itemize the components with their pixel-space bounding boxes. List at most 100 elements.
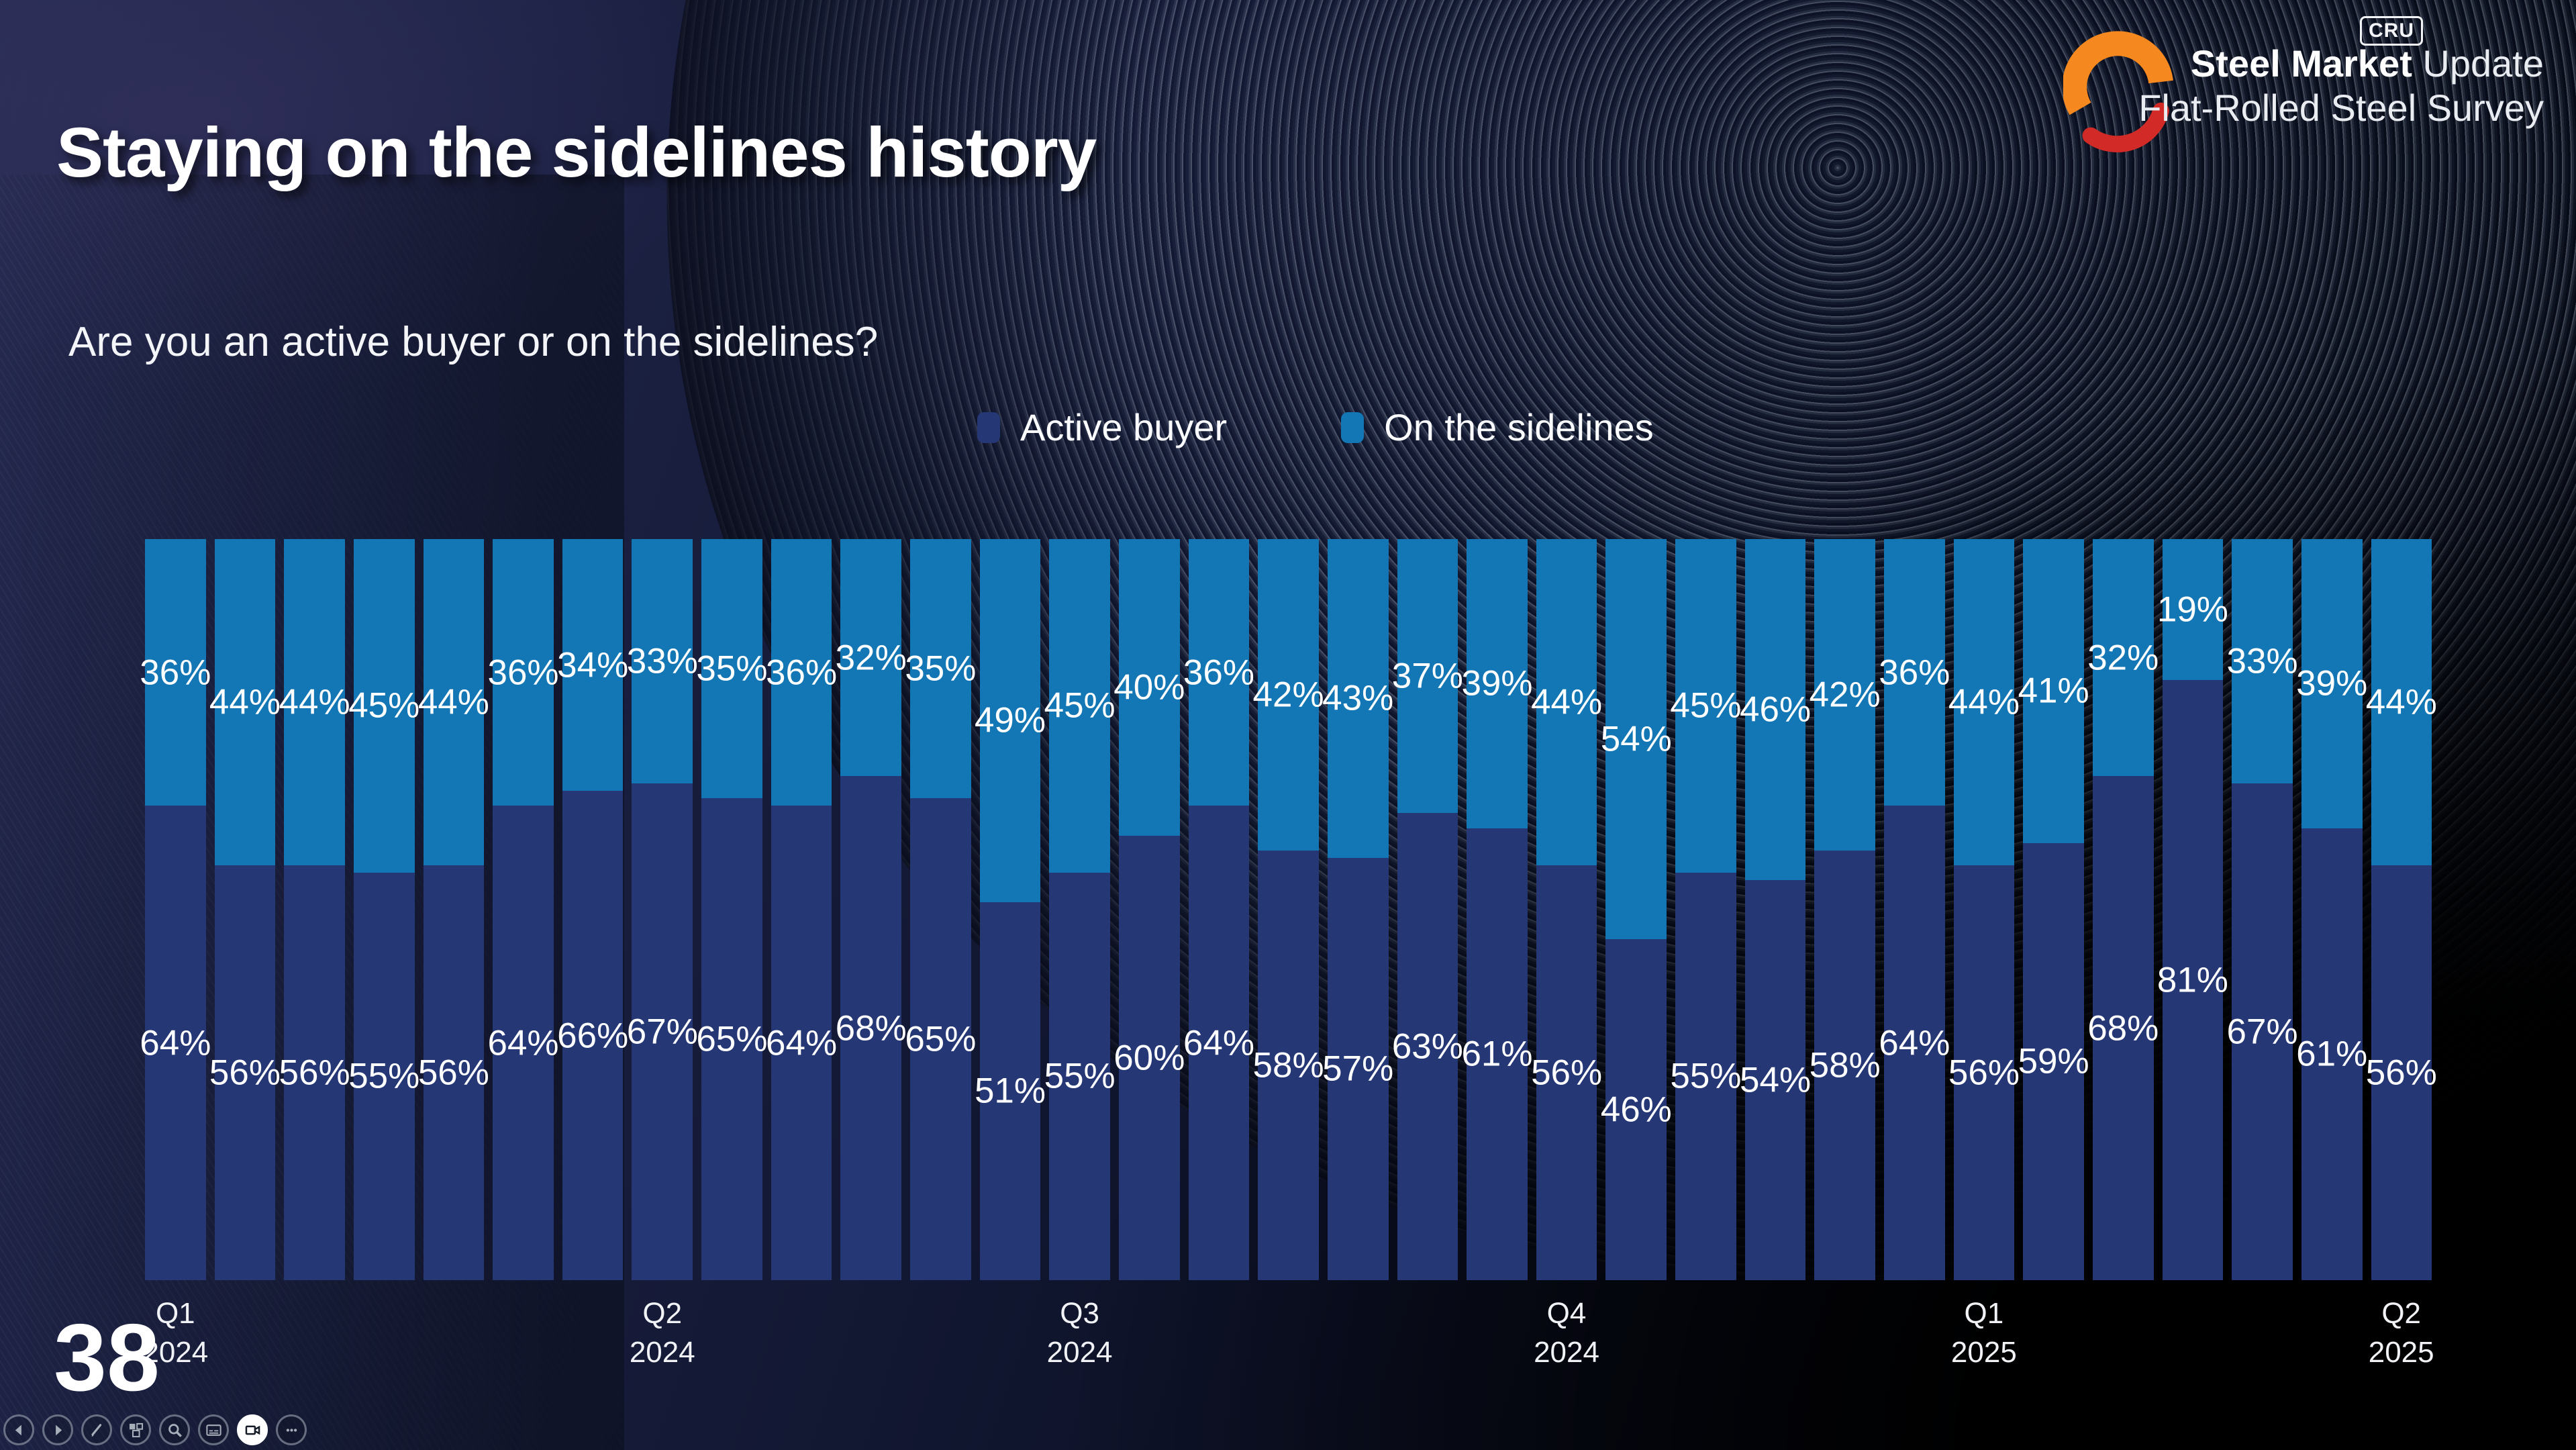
bar: 32% 68% (836, 539, 907, 1280)
segment-value-label: 64% (140, 1023, 211, 1063)
brand-line1: Steel Market Update (2138, 42, 2544, 86)
active-buyer-segment: 58% (1810, 850, 1881, 1280)
active-buyer-segment: 56% (279, 865, 350, 1280)
active-buyer-segment: 66% (557, 791, 628, 1280)
active-buyer-segment: 56% (1948, 865, 2020, 1280)
camera-button[interactable] (237, 1414, 268, 1445)
legend-item: Active buyer (977, 405, 1227, 449)
active-buyer-segment: 65% (696, 798, 767, 1280)
sidelines-segment: 39% (2296, 539, 2367, 828)
segment-value-label: 66% (557, 1016, 629, 1056)
sidelines-segment: 42% (1810, 539, 1881, 851)
bar: 36% 64% (766, 539, 837, 1280)
active-buyer-segment: 55% (348, 872, 419, 1280)
bar: 44% 56% (1531, 539, 1602, 1280)
sidelines-segment: 36% (487, 539, 559, 806)
brand-name-light: Update (2412, 42, 2544, 85)
sidelines-segment: 44% (2366, 539, 2437, 865)
pen-tools-button[interactable] (81, 1414, 112, 1445)
magnifier-icon (166, 1421, 184, 1439)
segment-value-label: 56% (279, 1053, 350, 1093)
captions-icon (205, 1421, 223, 1439)
camera-icon (244, 1421, 262, 1439)
brand-line2: Flat-Rolled Steel Survey (2138, 87, 2544, 130)
segment-value-label: 68% (835, 1008, 907, 1049)
x-axis-quarter-label: Q3 2024 (1047, 1294, 1113, 1372)
more-options-button[interactable] (276, 1414, 307, 1445)
active-buyer-segment: 68% (836, 776, 907, 1280)
segment-value-label: 34% (557, 645, 629, 685)
active-buyer-segment: 51% (975, 902, 1046, 1280)
segment-value-label: 54% (1600, 719, 1672, 759)
active-buyer-segment: 67% (627, 783, 698, 1280)
segment-value-label: 57% (1322, 1049, 1394, 1089)
bar: 46% 54% (1740, 539, 1811, 1280)
active-buyer-segment: 60% (1113, 835, 1185, 1280)
x-axis-quarter-label: Q2 2025 (2369, 1294, 2434, 1372)
brand-name-bold: Steel Market (2190, 42, 2412, 85)
bar: 42% 58% (1810, 539, 1881, 1280)
segment-value-label: 58% (1252, 1045, 1324, 1085)
sidelines-segment: 35% (696, 539, 767, 799)
segment-value-label: 56% (2365, 1053, 2437, 1093)
next-slide-button[interactable] (42, 1414, 73, 1445)
active-buyer-segment: 61% (1461, 828, 1533, 1280)
active-buyer-segment: 64% (487, 806, 559, 1280)
segment-value-label: 35% (905, 648, 977, 689)
active-buyer-segment: 56% (2366, 865, 2437, 1280)
active-buyer-segment: 63% (1392, 813, 1463, 1280)
segment-value-label: 42% (1252, 675, 1324, 715)
arrow-right-icon (49, 1421, 67, 1439)
segment-value-label: 42% (1809, 675, 1881, 715)
segment-value-label: 44% (1531, 682, 1603, 722)
segment-value-label: 64% (487, 1023, 559, 1063)
bar: 36% 64% (140, 539, 211, 1280)
active-buyer-segment: 56% (209, 865, 281, 1280)
quarter-label-line1: Q1 (1964, 1297, 2004, 1330)
see-all-slides-button[interactable] (120, 1414, 151, 1445)
active-buyer-segment: 46% (1601, 939, 1672, 1280)
sidelines-segment: 44% (418, 539, 489, 865)
active-buyer-segment: 64% (140, 806, 211, 1280)
segment-value-label: 43% (1322, 678, 1394, 718)
sidelines-segment: 33% (627, 539, 698, 784)
pen-icon (88, 1421, 106, 1439)
sidelines-segment: 35% (905, 539, 976, 799)
active-buyer-segment: 57% (1322, 857, 1393, 1280)
bar: 44% 56% (1948, 539, 2020, 1280)
bar: 39% 61% (1461, 539, 1533, 1280)
sidelines-segment: 43% (1322, 539, 1393, 858)
sidelines-segment: 36% (1183, 539, 1254, 806)
sidelines-segment: 44% (279, 539, 350, 865)
ellipsis-icon (283, 1421, 301, 1439)
active-buyer-segment: 81% (2157, 679, 2228, 1280)
sidelines-segment: 44% (1948, 539, 2020, 865)
previous-slide-button[interactable] (3, 1414, 34, 1445)
legend-label: On the sidelines (1384, 406, 1654, 448)
segment-value-label: 49% (974, 700, 1046, 740)
captions-button[interactable] (198, 1414, 229, 1445)
segment-value-label: 56% (1948, 1053, 2020, 1093)
segment-value-label: 41% (2018, 671, 2089, 711)
active-buyer-segment: 64% (1879, 806, 1950, 1280)
bar: 45% 55% (348, 539, 419, 1280)
bar: 49% 51% (975, 539, 1046, 1280)
active-buyer-segment: 55% (1044, 872, 1116, 1280)
segment-value-label: 44% (417, 682, 489, 722)
sidelines-segment: 45% (348, 539, 419, 873)
active-buyer-segment: 56% (418, 865, 489, 1280)
bar: 36% 64% (1879, 539, 1950, 1280)
stacked-bar-chart: 36% 64% 44% 56% 44% 56% 45% 55% 44% 56% 36% 64% 34% 6… (140, 539, 2437, 1280)
active-buyer-segment: 55% (1670, 872, 1741, 1280)
sidelines-segment: 45% (1670, 539, 1741, 873)
active-buyer-segment: 59% (2018, 842, 2089, 1280)
bar: 54% 46% (1601, 539, 1672, 1280)
slide-title: Staying on the sidelines history (56, 113, 1097, 192)
quarter-label-line1: Q2 (642, 1297, 683, 1330)
segment-value-label: 44% (209, 682, 281, 722)
zoom-slide-button[interactable] (159, 1414, 190, 1445)
quarter-label-line2: 2024 (1046, 1336, 1113, 1369)
active-buyer-segment: 58% (1253, 850, 1324, 1280)
quarter-label-line2: 2024 (1534, 1336, 1599, 1369)
bar: 33% 67% (2226, 539, 2298, 1280)
